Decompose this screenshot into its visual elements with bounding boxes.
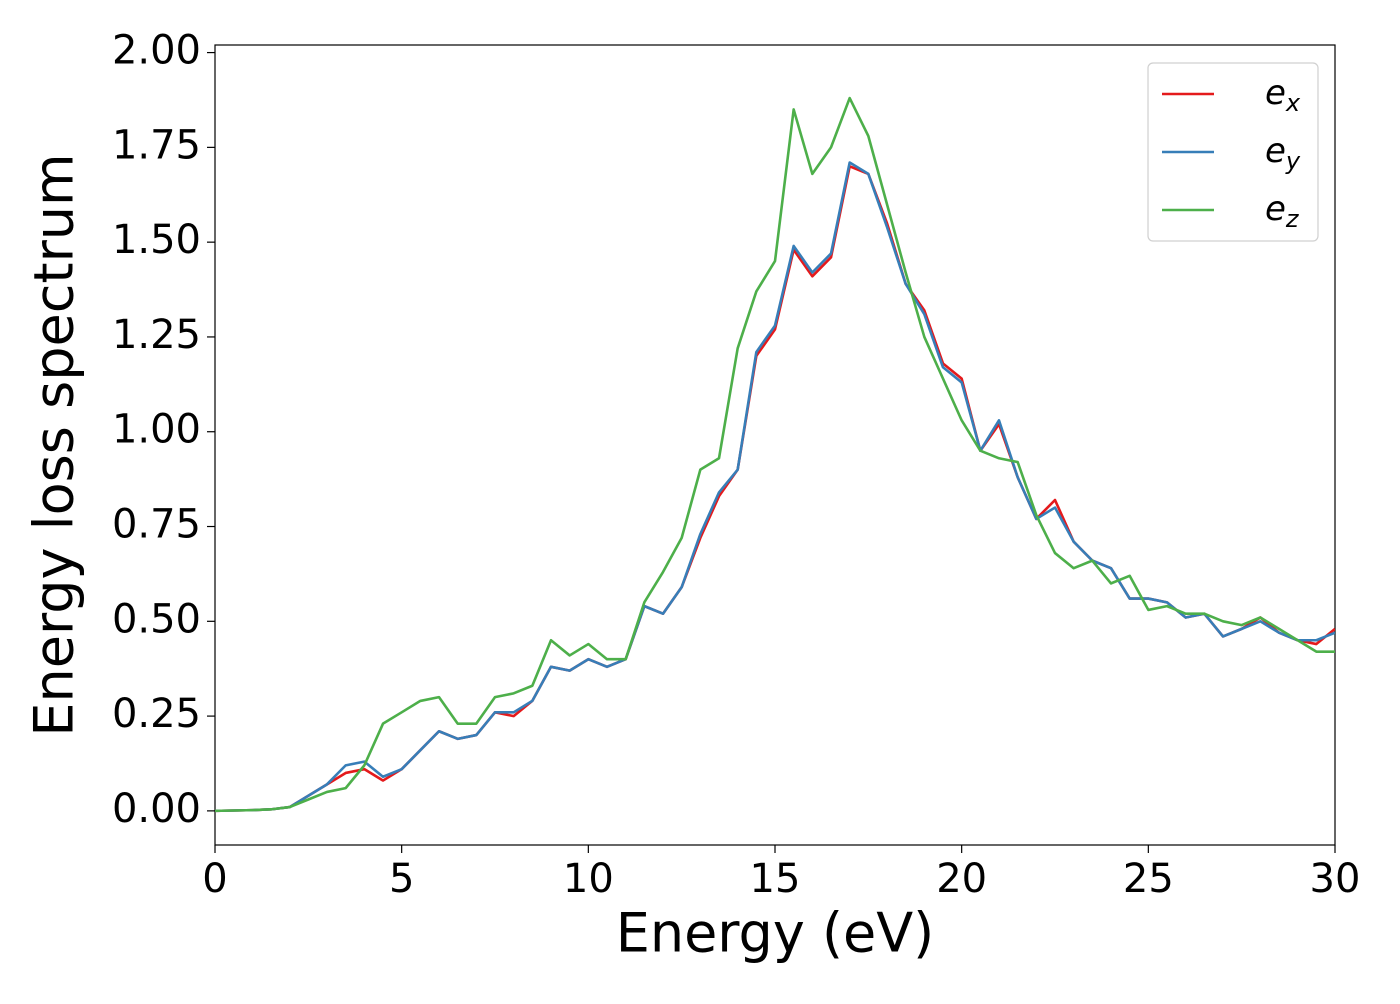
legend-box bbox=[1147, 62, 1319, 242]
x-tick-label: 0 bbox=[202, 856, 227, 902]
series-line bbox=[215, 161, 1335, 813]
x-tick-label: 20 bbox=[936, 856, 987, 902]
y-tick-label: 1.75 bbox=[112, 122, 201, 168]
legend-label-sub: x bbox=[1285, 89, 1301, 117]
legend-label-base: e bbox=[1265, 189, 1286, 229]
y-tick-label: 2.00 bbox=[112, 28, 201, 74]
legend-label: ex bbox=[1265, 73, 1301, 118]
x-tick-label: 30 bbox=[1310, 856, 1361, 902]
legend-label-sub: y bbox=[1285, 147, 1301, 175]
legend-label: ey bbox=[1265, 131, 1301, 176]
legend-label: ez bbox=[1265, 189, 1300, 234]
x-tick-label: 25 bbox=[1123, 856, 1174, 902]
x-tick-label: 5 bbox=[389, 856, 414, 902]
y-tick-label: 1.25 bbox=[112, 312, 201, 358]
y-tick-label: 1.50 bbox=[112, 217, 201, 263]
y-tick-label: 1.00 bbox=[112, 407, 201, 453]
y-axis-label: Energy loss spectrum bbox=[23, 153, 86, 736]
y-tick-label: 0.00 bbox=[112, 786, 201, 832]
x-axis-label: Energy (eV) bbox=[616, 902, 935, 965]
y-tick-label: 0.50 bbox=[112, 596, 201, 642]
x-tick-label: 15 bbox=[750, 856, 801, 902]
y-tick-label: 0.25 bbox=[112, 691, 201, 737]
x-tick-label: 10 bbox=[563, 856, 614, 902]
legend-label-base: e bbox=[1265, 131, 1286, 171]
y-tick-label: 0.75 bbox=[112, 502, 201, 548]
legend-label-base: e bbox=[1265, 73, 1286, 113]
series-line bbox=[215, 96, 1335, 813]
legend-label-sub: z bbox=[1285, 205, 1300, 233]
